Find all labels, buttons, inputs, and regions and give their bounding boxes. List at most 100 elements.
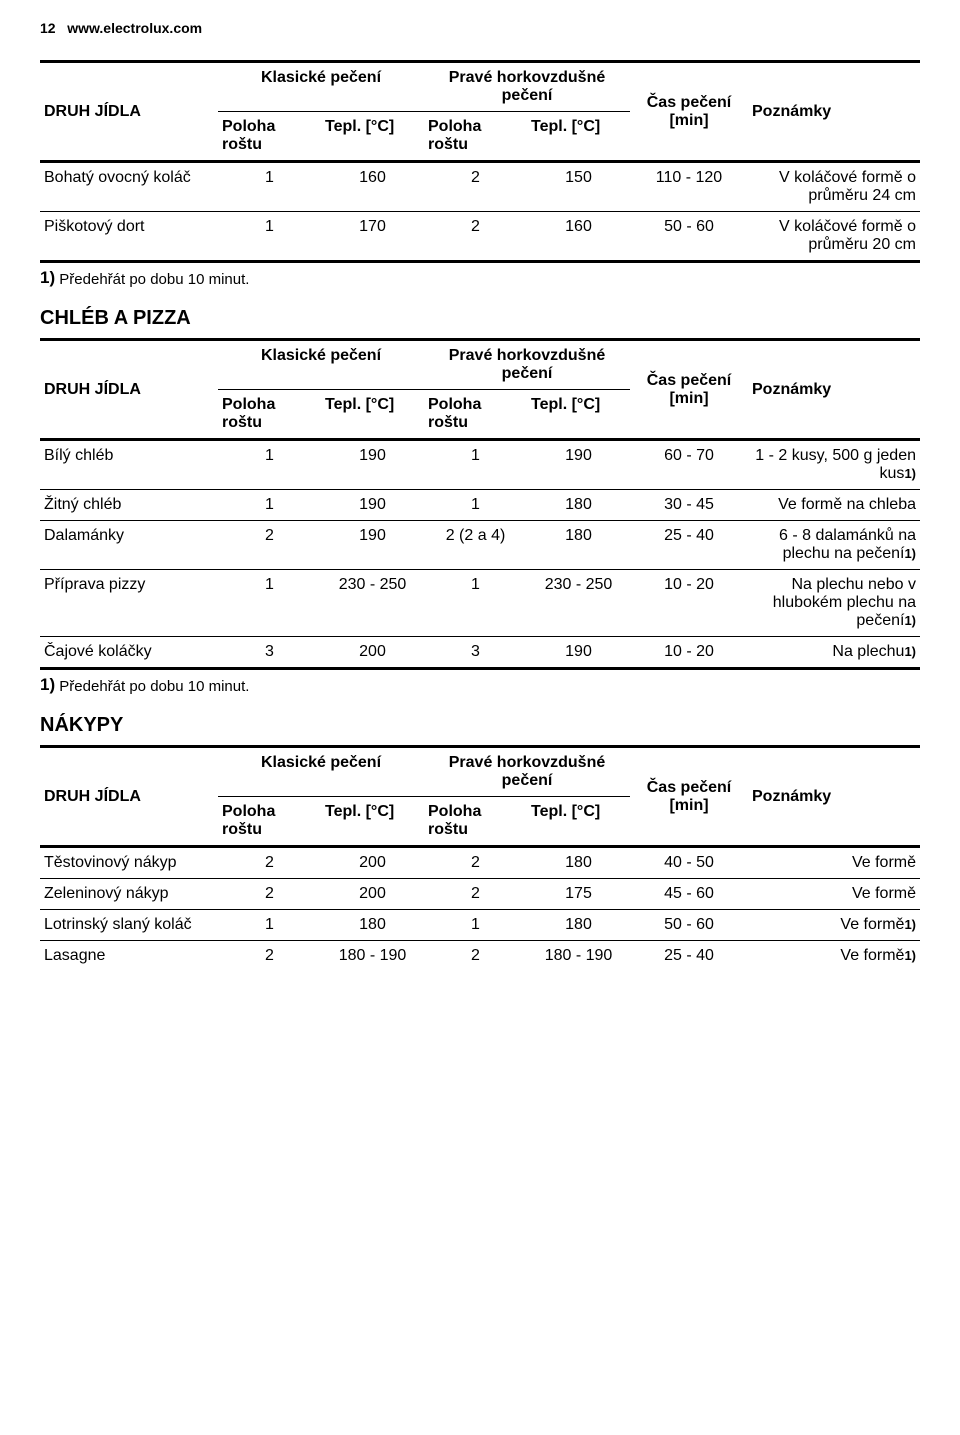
col-group-klasicke: Klasické pečení <box>218 62 424 112</box>
table-row: Bílý chléb1190119060 - 701 - 2 kusy, 500… <box>40 440 920 490</box>
cell-h-tepl: 180 <box>527 847 630 879</box>
cell-h-rostu: 1 <box>424 440 527 490</box>
table-row: Čajové koláčky3200319010 - 20Na plechu1) <box>40 637 920 669</box>
cell-h-tepl: 175 <box>527 879 630 910</box>
cell-dish: Zeleninový nákyp <box>40 879 218 910</box>
cell-k-tepl: 180 - 190 <box>321 941 424 972</box>
table-row: Bohatý ovocný koláč11602150110 - 120V ko… <box>40 162 920 212</box>
col-time: Čas pečení [min] <box>630 747 748 847</box>
cell-note: 6 - 8 dalamánků na plechu na pečení1) <box>748 521 920 570</box>
cell-k-tepl: 200 <box>321 637 424 669</box>
cell-dish: Čajové koláčky <box>40 637 218 669</box>
cell-dish: Bílý chléb <box>40 440 218 490</box>
col-group-horko: Pravé horkovzdušné pečení <box>424 62 630 112</box>
table-nakypy: DRUH JÍDLA Klasické pečení Pravé horkovz… <box>40 745 920 971</box>
cell-k-rostu: 1 <box>218 162 321 212</box>
footnote-text: Předehřát po dobu 10 minut. <box>59 271 249 288</box>
cell-h-rostu: 2 <box>424 212 527 262</box>
col-time: Čas pečení [min] <box>630 340 748 440</box>
col-k-tepl: Tepl. [°C] <box>321 112 424 162</box>
table-header-row: DRUH JÍDLA Klasické pečení Pravé horkovz… <box>40 62 920 112</box>
table-row: Těstovinový nákyp2200218040 - 50Ve formě <box>40 847 920 879</box>
col-k-rostu: Poloha roštu <box>218 390 321 440</box>
cell-note: Ve formě na chleba <box>748 490 920 521</box>
cell-h-tepl: 180 <box>527 521 630 570</box>
cell-h-tepl: 180 <box>527 490 630 521</box>
col-group-klasicke: Klasické pečení <box>218 340 424 390</box>
cell-k-rostu: 1 <box>218 440 321 490</box>
cell-k-rostu: 1 <box>218 490 321 521</box>
cell-dish: Těstovinový nákyp <box>40 847 218 879</box>
page-url: www.electrolux.com <box>67 20 202 36</box>
cell-dish: Žitný chléb <box>40 490 218 521</box>
cell-h-rostu: 2 <box>424 162 527 212</box>
cell-h-tepl: 230 - 250 <box>527 570 630 637</box>
table-row: Příprava pizzy1230 - 2501230 - 25010 - 2… <box>40 570 920 637</box>
cell-k-rostu: 2 <box>218 941 321 972</box>
cell-h-rostu: 1 <box>424 570 527 637</box>
table-row: Lasagne2180 - 1902180 - 19025 - 40Ve for… <box>40 941 920 972</box>
col-time: Čas pečení [min] <box>630 62 748 162</box>
col-k-tepl: Tepl. [°C] <box>321 390 424 440</box>
page: 12 www.electrolux.com DRUH JÍDLA Klasick… <box>0 0 960 1435</box>
col-notes: Poznámky <box>748 340 920 440</box>
col-notes: Poznámky <box>748 62 920 162</box>
cell-time: 10 - 20 <box>630 570 748 637</box>
col-h-tepl: Tepl. [°C] <box>527 112 630 162</box>
table-header-row: DRUH JÍDLA Klasické pečení Pravé horkovz… <box>40 747 920 797</box>
table-bread: DRUH JÍDLA Klasické pečení Pravé horkovz… <box>40 338 920 670</box>
cell-k-tepl: 190 <box>321 521 424 570</box>
cell-time: 25 - 40 <box>630 521 748 570</box>
cell-time: 110 - 120 <box>630 162 748 212</box>
col-k-tepl: Tepl. [°C] <box>321 797 424 847</box>
cell-k-tepl: 170 <box>321 212 424 262</box>
col-notes: Poznámky <box>748 747 920 847</box>
cell-h-tepl: 190 <box>527 637 630 669</box>
col-k-rostu: Poloha roštu <box>218 797 321 847</box>
cell-dish: Příprava pizzy <box>40 570 218 637</box>
cell-time: 25 - 40 <box>630 941 748 972</box>
cell-h-rostu: 2 <box>424 879 527 910</box>
cell-k-rostu: 2 <box>218 879 321 910</box>
section-title-bread: CHLÉB A PIZZA <box>40 307 920 330</box>
col-dish: DRUH JÍDLA <box>40 340 218 440</box>
cell-note: V koláčové formě o průměru 24 cm <box>748 162 920 212</box>
page-number: 12 <box>40 20 56 36</box>
table-row: Lotrinský slaný koláč1180118050 - 60Ve f… <box>40 910 920 941</box>
section-title-nakypy: NÁKYPY <box>40 714 920 737</box>
footnote-top: 1) Předehřát po dobu 10 minut. <box>40 269 920 289</box>
cell-k-tepl: 160 <box>321 162 424 212</box>
cell-time: 40 - 50 <box>630 847 748 879</box>
cell-h-rostu: 1 <box>424 910 527 941</box>
footnote-text: Předehřát po dobu 10 minut. <box>59 678 249 695</box>
cell-dish: Piškotový dort <box>40 212 218 262</box>
cell-time: 60 - 70 <box>630 440 748 490</box>
cell-time: 30 - 45 <box>630 490 748 521</box>
cell-time: 50 - 60 <box>630 212 748 262</box>
cell-h-rostu: 3 <box>424 637 527 669</box>
col-h-tepl: Tepl. [°C] <box>527 390 630 440</box>
col-k-rostu: Poloha roštu <box>218 112 321 162</box>
cell-time: 45 - 60 <box>630 879 748 910</box>
cell-dish: Lotrinský slaný koláč <box>40 910 218 941</box>
cell-time: 50 - 60 <box>630 910 748 941</box>
col-h-rostu: Poloha roštu <box>424 112 527 162</box>
cell-note: Ve formě <box>748 847 920 879</box>
cell-k-tepl: 190 <box>321 440 424 490</box>
cell-k-rostu: 2 <box>218 847 321 879</box>
col-h-rostu: Poloha roštu <box>424 797 527 847</box>
cell-note: Ve formě1) <box>748 910 920 941</box>
cell-k-tepl: 230 - 250 <box>321 570 424 637</box>
cell-h-rostu: 1 <box>424 490 527 521</box>
cell-k-tepl: 180 <box>321 910 424 941</box>
col-dish: DRUH JÍDLA <box>40 62 218 162</box>
table-row: Dalamánky21902 (2 a 4)18025 - 406 - 8 da… <box>40 521 920 570</box>
cell-h-rostu: 2 <box>424 847 527 879</box>
cell-k-rostu: 1 <box>218 570 321 637</box>
cell-note: V koláčové formě o průměru 20 cm <box>748 212 920 262</box>
cell-k-rostu: 1 <box>218 212 321 262</box>
cell-k-tepl: 200 <box>321 847 424 879</box>
cell-h-tepl: 160 <box>527 212 630 262</box>
col-h-tepl: Tepl. [°C] <box>527 797 630 847</box>
cell-k-rostu: 3 <box>218 637 321 669</box>
